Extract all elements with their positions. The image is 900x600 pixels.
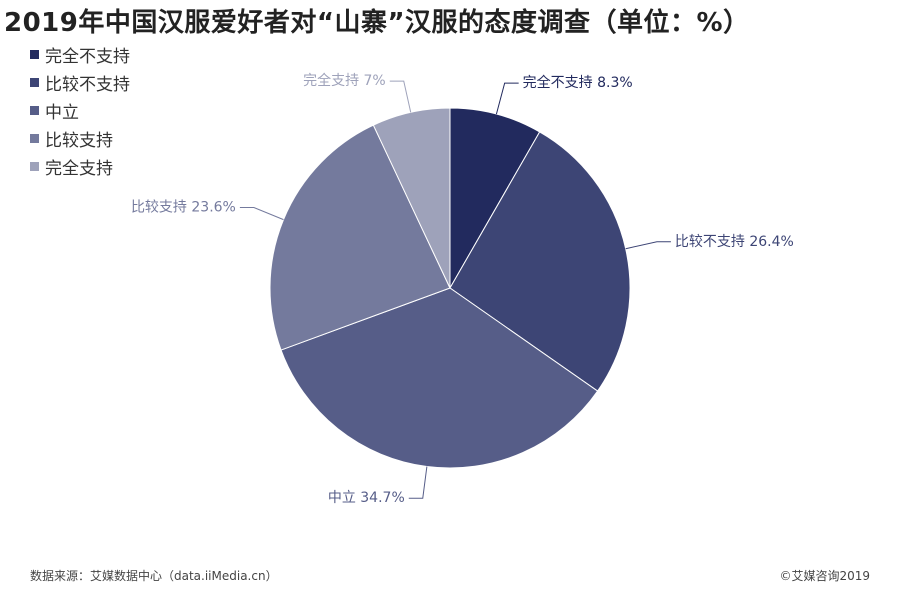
data-label: 比较支持 23.6%	[131, 199, 236, 215]
legend-swatch	[30, 77, 39, 87]
leader-line	[625, 241, 671, 250]
legend-label: 比较不支持	[45, 74, 130, 95]
legend-swatch	[30, 105, 39, 115]
leader-line	[408, 466, 428, 499]
legend-swatch	[30, 49, 39, 59]
legend-item: 完全支持	[30, 152, 130, 180]
chart-legend: 完全不支持 比较不支持 中立 比较支持 完全支持	[30, 40, 130, 180]
chart-title: 2019年中国汉服爱好者对“山寨”汉服的态度调查（单位：%）	[4, 8, 750, 38]
leader-line	[389, 80, 412, 113]
legend-swatch	[30, 161, 39, 171]
legend-item: 完全不支持	[30, 40, 130, 68]
legend-item: 中立	[30, 96, 130, 124]
leader-line	[495, 82, 519, 115]
pie-slice	[449, 131, 631, 392]
data-label: 完全不支持 8.3%	[523, 74, 633, 91]
data-label: 中立 34.7%	[328, 490, 405, 506]
copyright-note: ©艾媒咨询2019	[779, 569, 870, 583]
legend-label: 完全不支持	[45, 46, 130, 67]
leader-line	[239, 206, 284, 221]
legend-item: 比较支持	[30, 124, 130, 152]
legend-label: 中立	[45, 102, 79, 123]
data-source-note: 数据来源：艾媒数据中心（data.iiMedia.cn）	[30, 569, 278, 583]
legend-item: 比较不支持	[30, 68, 130, 96]
pie-slice	[280, 287, 599, 469]
legend-label: 比较支持	[45, 130, 113, 151]
data-label: 比较不支持 26.4%	[675, 234, 794, 250]
legend-swatch	[30, 133, 39, 143]
pie-slice	[449, 107, 541, 290]
legend-label: 完全支持	[45, 158, 113, 179]
data-label: 完全支持 7%	[303, 72, 386, 89]
